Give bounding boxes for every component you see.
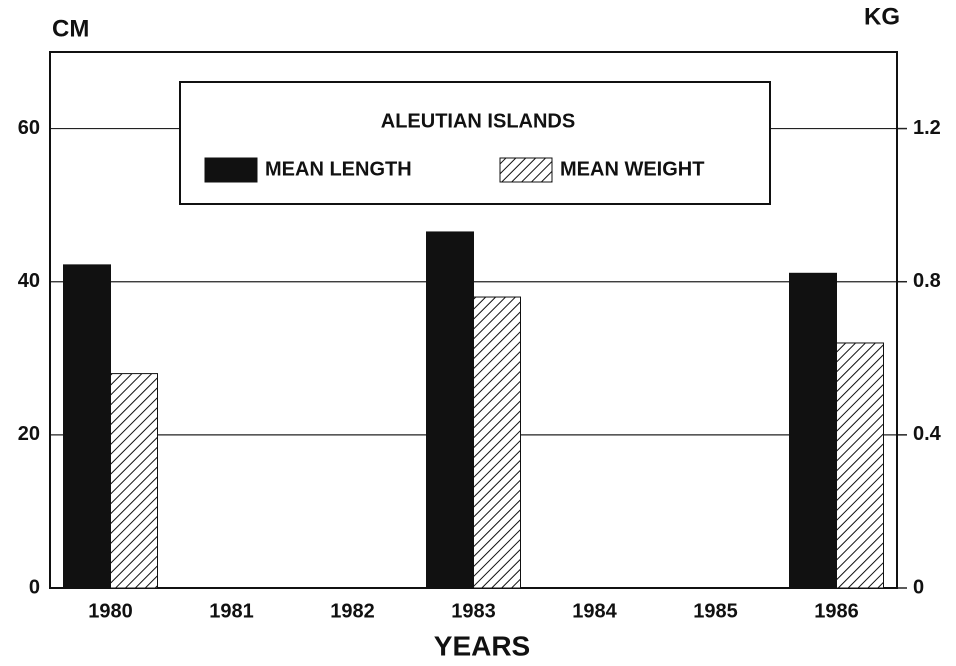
y-tick-label: 60 [18,117,40,139]
y2-tick-label: 0.4 [913,423,942,445]
y2-tick-label: 1.2 [913,117,941,139]
legend-swatch [499,157,553,183]
bar [110,373,158,589]
legend-label: MEAN LENGTH [265,158,412,180]
bar [426,231,474,589]
x-tick-label: 1983 [451,600,496,622]
y-tick-label: 0 [29,576,40,598]
y-axis-label: CM [52,15,89,42]
x-tick-label: 1980 [88,600,133,622]
x-axis-label: YEARS [434,630,530,661]
x-tick-label: 1985 [693,600,738,622]
legend-swatch [204,157,258,183]
y-tick-label: 20 [18,423,40,445]
bar [836,342,884,589]
bar [473,296,521,589]
y2-axis-label: KG [864,3,900,30]
bar [789,272,837,589]
y2-tick-label: 0 [913,576,924,598]
legend-title: ALEUTIAN ISLANDS [381,110,575,132]
bar [63,264,111,589]
y-tick-label: 40 [18,270,40,292]
legend-label: MEAN WEIGHT [560,158,704,180]
x-tick-label: 1981 [209,600,254,622]
y2-tick-label: 0.8 [913,270,941,292]
legend-box [179,81,771,205]
x-tick-label: 1986 [814,600,859,622]
x-tick-label: 1984 [572,600,617,622]
x-tick-label: 1982 [330,600,375,622]
